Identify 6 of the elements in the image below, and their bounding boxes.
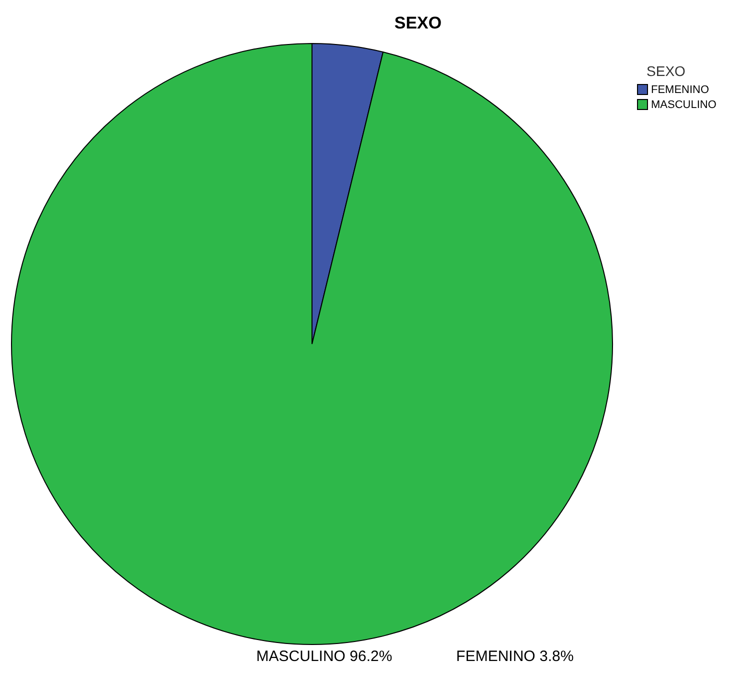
text: MASCULINO 96.2% — [256, 648, 392, 666]
legend-label: MASCULINO — [651, 99, 717, 112]
legend-label: FEMENINO — [651, 84, 710, 96]
text: FEMENINO 3.8% — [456, 648, 574, 666]
legend-title: SEXO — [646, 62, 686, 79]
chart-title: SEXO — [394, 14, 442, 33]
